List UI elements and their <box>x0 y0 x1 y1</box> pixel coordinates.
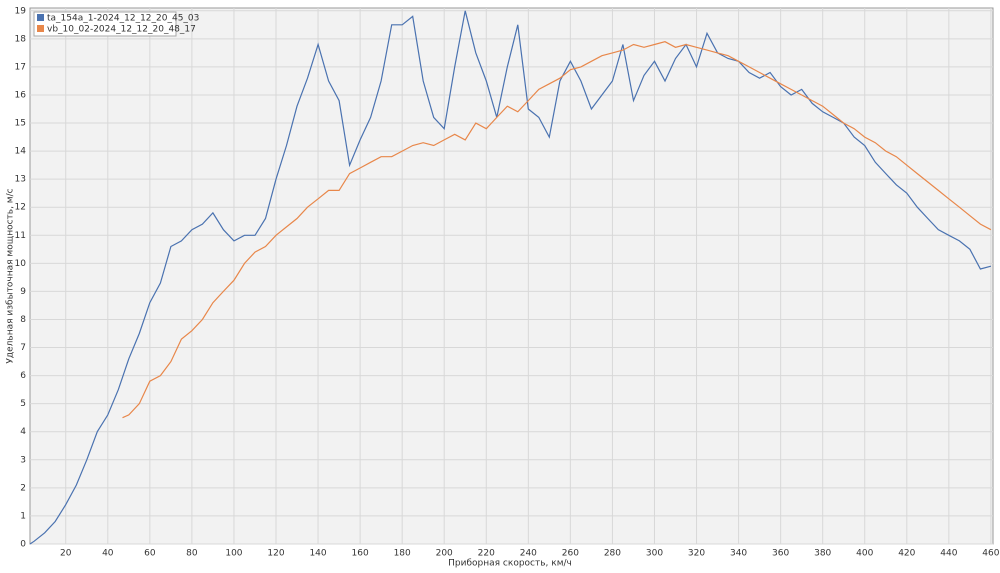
legend-swatch <box>37 25 44 32</box>
legend-label: ta_154a_1-2024_12_12_20_45_03 <box>47 14 199 24</box>
y-tick-label: 14 <box>15 147 27 157</box>
legend-label: vb_10_02-2024_12_12_20_48_17 <box>47 25 196 35</box>
x-tick-label: 280 <box>604 549 621 559</box>
y-tick-label: 3 <box>20 455 26 465</box>
x-tick-label: 320 <box>688 549 705 559</box>
y-tick-label: 4 <box>20 427 26 437</box>
x-tick-label: 180 <box>394 549 411 559</box>
y-tick-label: 15 <box>15 119 26 129</box>
x-tick-label: 460 <box>982 549 999 559</box>
y-tick-label: 5 <box>20 399 26 409</box>
legend-swatch <box>37 14 44 21</box>
x-tick-label: 100 <box>225 549 242 559</box>
y-tick-label: 6 <box>20 371 26 381</box>
y-tick-label: 7 <box>20 343 26 353</box>
x-tick-label: 260 <box>562 549 579 559</box>
y-tick-label: 17 <box>15 62 26 72</box>
y-tick-label: 19 <box>15 6 27 16</box>
x-tick-label: 300 <box>646 549 663 559</box>
x-tick-label: 380 <box>814 549 831 559</box>
x-axis-label: Приборная скорость, км/ч <box>448 559 572 569</box>
y-tick-label: 8 <box>20 315 26 325</box>
x-tick-label: 400 <box>856 549 873 559</box>
x-tick-label: 60 <box>144 549 156 559</box>
x-tick-label: 200 <box>436 549 453 559</box>
x-tick-label: 220 <box>478 549 495 559</box>
series-line <box>29 10 992 545</box>
x-tick-label: 240 <box>520 549 537 559</box>
y-tick-label: 10 <box>15 259 27 269</box>
y-tick-label: 1 <box>20 511 26 521</box>
y-tick-label: 2 <box>20 483 26 493</box>
y-tick-label: 16 <box>15 90 27 100</box>
y-tick-label: 13 <box>15 175 26 185</box>
x-tick-label: 160 <box>352 549 369 559</box>
series-line <box>122 41 992 419</box>
x-tick-label: 420 <box>898 549 915 559</box>
x-tick-label: 360 <box>772 549 789 559</box>
plot-area <box>29 7 994 545</box>
x-tick-label: 440 <box>940 549 957 559</box>
x-tick-label: 80 <box>186 549 198 559</box>
x-tick-label: 40 <box>102 549 114 559</box>
y-tick-label: 12 <box>15 203 26 213</box>
x-tick-label: 340 <box>730 549 747 559</box>
x-tick-label: 20 <box>60 549 72 559</box>
x-tick-label: 140 <box>309 549 326 559</box>
y-tick-label: 0 <box>20 540 26 550</box>
x-tick-label: 120 <box>267 549 284 559</box>
y-tick-label: 18 <box>15 34 27 44</box>
y-tick-label: 11 <box>15 231 26 241</box>
y-tick-label: 9 <box>20 287 26 297</box>
legend-box <box>33 11 177 37</box>
y-axis-label: Удельная избыточная мощность, м/с <box>6 188 16 363</box>
